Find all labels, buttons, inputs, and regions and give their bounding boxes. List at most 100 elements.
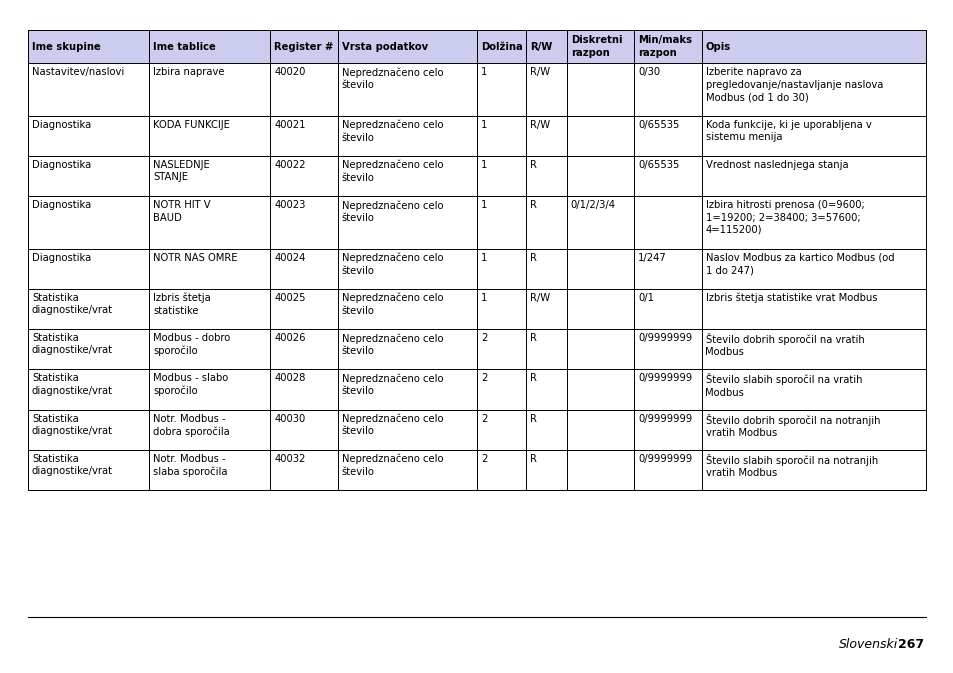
Bar	[28, 116, 149, 156]
Bar	[271, 156, 337, 196]
Text: 1: 1	[480, 160, 487, 170]
Text: 2: 2	[480, 333, 487, 343]
Bar	[566, 248, 634, 289]
Bar	[634, 450, 700, 490]
Text: Koda funkcije, ki je uporabljena v
sistemu menija: Koda funkcije, ki je uporabljena v siste…	[705, 120, 870, 142]
Bar	[566, 116, 634, 156]
Text: Diagnostika: Diagnostika	[32, 252, 91, 262]
Text: R: R	[530, 200, 537, 210]
Bar	[28, 329, 149, 369]
Bar	[700, 196, 925, 248]
Text: 40020: 40020	[274, 67, 306, 77]
Text: R/W: R/W	[530, 120, 550, 130]
Bar	[526, 410, 566, 450]
Text: Število dobrih sporočil na notranjih
vratih Modbus: Število dobrih sporočil na notranjih vra…	[705, 413, 879, 438]
Bar	[337, 289, 476, 329]
Bar	[271, 63, 337, 116]
Bar	[700, 329, 925, 369]
Bar	[526, 156, 566, 196]
Bar	[149, 63, 271, 116]
Text: Notr. Modbus -
slaba sporočila: Notr. Modbus - slaba sporočila	[153, 454, 228, 477]
Text: 0/9999999: 0/9999999	[638, 454, 692, 464]
Bar	[28, 196, 149, 248]
Text: Vrsta podatkov: Vrsta podatkov	[341, 42, 428, 52]
Bar	[566, 63, 634, 116]
Bar	[271, 450, 337, 490]
Text: NASLEDNJE
STANJE: NASLEDNJE STANJE	[153, 160, 210, 182]
Text: 40030: 40030	[274, 413, 305, 423]
Text: Diskretni
razpon: Diskretni razpon	[570, 36, 621, 58]
Bar	[149, 116, 271, 156]
Text: NOTR HIT V
BAUD: NOTR HIT V BAUD	[153, 200, 211, 223]
Text: 2: 2	[480, 413, 487, 423]
Text: 1: 1	[480, 200, 487, 210]
Text: 2: 2	[480, 374, 487, 384]
Text: R/W: R/W	[530, 42, 552, 52]
Bar	[271, 248, 337, 289]
Bar	[476, 248, 526, 289]
Bar	[566, 369, 634, 410]
Text: Število dobrih sporočil na vratih
Modbus: Število dobrih sporočil na vratih Modbus	[705, 333, 863, 357]
Text: 40022: 40022	[274, 160, 306, 170]
Text: R: R	[530, 333, 537, 343]
Bar	[634, 156, 700, 196]
Text: 40021: 40021	[274, 120, 306, 130]
Bar	[526, 30, 566, 63]
Bar	[526, 248, 566, 289]
Text: Nepredznačeno celo
število: Nepredznačeno celo število	[341, 374, 443, 396]
Bar	[271, 196, 337, 248]
Bar	[149, 289, 271, 329]
Text: 0/1/2/3/4: 0/1/2/3/4	[570, 200, 615, 210]
Bar	[337, 116, 476, 156]
Text: Izbira hitrosti prenosa (0=9600;
1=19200; 2=38400; 3=57600;
4=115200): Izbira hitrosti prenosa (0=9600; 1=19200…	[705, 200, 863, 235]
Bar	[566, 450, 634, 490]
Bar	[634, 410, 700, 450]
Text: 267: 267	[897, 639, 923, 651]
Bar	[149, 450, 271, 490]
Bar	[28, 410, 149, 450]
Bar	[28, 450, 149, 490]
Bar	[271, 410, 337, 450]
Bar	[149, 156, 271, 196]
Bar	[526, 196, 566, 248]
Bar	[149, 369, 271, 410]
Bar	[700, 116, 925, 156]
Bar	[476, 63, 526, 116]
Text: Nepredznačeno celo
število: Nepredznačeno celo število	[341, 454, 443, 476]
Bar	[526, 116, 566, 156]
Bar	[700, 30, 925, 63]
Bar	[149, 329, 271, 369]
Bar	[566, 156, 634, 196]
Text: 40024: 40024	[274, 252, 306, 262]
Text: Nastavitev/naslovi: Nastavitev/naslovi	[32, 67, 124, 77]
Bar	[700, 369, 925, 410]
Bar	[700, 410, 925, 450]
Text: Nepredznačeno celo
število: Nepredznačeno celo število	[341, 67, 443, 90]
Bar	[149, 30, 271, 63]
Bar	[337, 196, 476, 248]
Text: Nepredznačeno celo
število: Nepredznačeno celo število	[341, 333, 443, 356]
Bar	[700, 450, 925, 490]
Bar	[149, 196, 271, 248]
Bar	[526, 369, 566, 410]
Bar	[476, 30, 526, 63]
Bar	[634, 329, 700, 369]
Bar	[634, 289, 700, 329]
Text: Nepredznačeno celo
število: Nepredznačeno celo število	[341, 293, 443, 316]
Text: Opis: Opis	[705, 42, 730, 52]
Text: Diagnostika: Diagnostika	[32, 120, 91, 130]
Text: Izbira naprave: Izbira naprave	[153, 67, 225, 77]
Text: Nepredznačeno celo
število: Nepredznačeno celo število	[341, 252, 443, 275]
Bar	[700, 63, 925, 116]
Text: 40025: 40025	[274, 293, 306, 303]
Text: NOTR NAS OMRE: NOTR NAS OMRE	[153, 252, 237, 262]
Text: R: R	[530, 454, 537, 464]
Text: R/W: R/W	[530, 67, 550, 77]
Text: 40032: 40032	[274, 454, 306, 464]
Text: Modbus - slabo
sporočilo: Modbus - slabo sporočilo	[153, 374, 228, 396]
Text: Nepredznačeno celo
število: Nepredznačeno celo število	[341, 200, 443, 223]
Text: 40028: 40028	[274, 374, 306, 384]
Text: Register #: Register #	[274, 42, 334, 52]
Bar	[337, 369, 476, 410]
Bar	[476, 289, 526, 329]
